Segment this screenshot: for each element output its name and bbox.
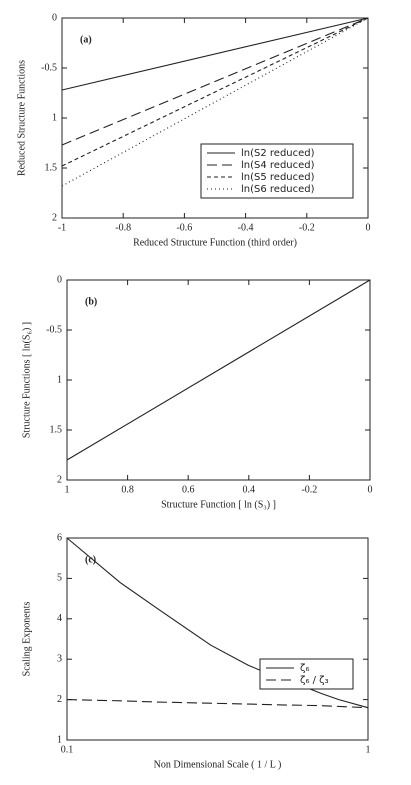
- y-axis-label: Scaling Exponents: [21, 602, 32, 677]
- x-axis-label: Non Dimensional Scale ( 1 / L ): [154, 759, 282, 770]
- y-tick-label: 3: [57, 653, 62, 664]
- y-tick-label: 2: [57, 694, 62, 705]
- series-line: [66, 279, 371, 461]
- x-tick-label: -0.2: [301, 484, 317, 495]
- x-tick-label: 0.4: [243, 484, 256, 495]
- y-tick-label: -0.5: [41, 62, 57, 73]
- panel-label: (a): [80, 34, 92, 45]
- legend-label: ln(S6 reduced): [241, 184, 315, 195]
- legend-label: ln(S2 reduced): [241, 148, 315, 159]
- x-tick-label: -0.2: [299, 222, 315, 233]
- y-tick-label: 4: [57, 613, 62, 624]
- y-tick-label: 2: [57, 474, 62, 485]
- legend-label: ln(S4 reduced): [241, 160, 315, 171]
- plot-frame: [66, 537, 369, 741]
- legend-label: ζ₆: [300, 663, 309, 674]
- plot-frame: [66, 279, 371, 481]
- x-tick-label: 0: [368, 484, 373, 495]
- panel-label: (c): [85, 554, 96, 565]
- x-axis-label: Reduced Structure Function (third order): [133, 237, 297, 248]
- y-tick-label: 1: [52, 112, 57, 123]
- y-tick-label: 1: [57, 734, 62, 745]
- y-tick-label: 5: [57, 573, 62, 584]
- legend-label: ζ₆ / ζ₃: [300, 675, 329, 686]
- y-tick-label: 1.5: [50, 424, 63, 435]
- series-line: [61, 17, 369, 146]
- y-tick-label: 1: [57, 374, 62, 385]
- y-tick-label: 0: [57, 274, 62, 285]
- x-axis-label: Structure Function [ ln (S₃) ]: [161, 499, 276, 510]
- series-line: [66, 699, 369, 709]
- x-tick-label: -1: [58, 222, 66, 233]
- y-tick-label: -0.5: [46, 324, 62, 335]
- y-tick-label: 1.5: [45, 162, 58, 173]
- series-line: [61, 17, 369, 91]
- x-tick-label: 0.6: [182, 484, 195, 495]
- x-tick-label: -0.6: [176, 222, 192, 233]
- panel-label: (b): [85, 296, 97, 307]
- y-axis-label: Structure Functions [ ln(S₆) ]: [21, 322, 32, 438]
- legend-box: [259, 658, 354, 690]
- legend-label: ln(S5 reduced): [241, 172, 315, 183]
- series-line: [61, 17, 369, 167]
- x-tick-label: 1: [366, 744, 371, 755]
- x-tick-label: -0.8: [115, 222, 131, 233]
- x-tick-label: -0.4: [238, 222, 254, 233]
- y-tick-label: 6: [57, 532, 62, 543]
- y-tick-label: 0: [52, 12, 57, 23]
- x-tick-label: 0: [366, 222, 371, 233]
- x-tick-label: 1: [65, 484, 70, 495]
- y-tick-label: 2: [52, 212, 57, 223]
- x-tick-label: 0.8: [121, 484, 134, 495]
- x-tick-label: 0.1: [61, 744, 74, 755]
- y-axis-label: Reduced Structure Functions: [16, 60, 27, 176]
